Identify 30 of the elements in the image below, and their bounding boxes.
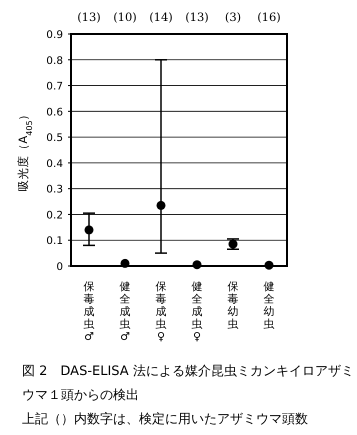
y-tick-label: 0 — [56, 261, 63, 273]
point — [192, 260, 202, 270]
y-tick-label: 0.6 — [46, 106, 64, 118]
y-tick-label: 0.1 — [46, 235, 63, 248]
x-tick-label: 保毒成虫♀ — [156, 280, 166, 343]
text: (14) — [149, 10, 173, 24]
point — [84, 225, 94, 234]
x-tick-label: 健全幼虫 — [264, 280, 274, 330]
text: 図 2 DAS-ELISA 法による媒介昆虫ミカンキイロアザミウマ１頭からの検出 — [22, 363, 354, 405]
point — [120, 258, 130, 268]
y-tick-label: 0.9 — [46, 29, 63, 41]
x-tick-label: 健全成虫♂ — [120, 280, 130, 343]
y-tick-label: 0.8 — [46, 54, 63, 67]
text: (16) — [257, 10, 281, 24]
y-tick-label: 0.4 — [46, 158, 64, 170]
point — [156, 200, 166, 210]
text: (10) — [113, 10, 137, 24]
y-tick-label: 0.2 — [46, 209, 63, 222]
x-tick-label: 保毒幼虫 — [228, 280, 238, 330]
text: 上記（）内数字は、検定に用いたアザミウマ頭数 — [22, 411, 309, 429]
y-tick-label: 0.3 — [46, 184, 63, 196]
x-tick-label: 保毒成虫♂ — [84, 280, 94, 343]
point — [228, 240, 238, 249]
text: (13) — [185, 10, 209, 24]
y-tick-label: 0.5 — [46, 132, 63, 144]
text: (3) — [224, 10, 242, 24]
point — [264, 260, 274, 270]
text: (13) — [77, 10, 101, 24]
y-tick-label: 0.7 — [46, 80, 63, 93]
x-tick-label: 健全成虫♀ — [192, 280, 202, 343]
